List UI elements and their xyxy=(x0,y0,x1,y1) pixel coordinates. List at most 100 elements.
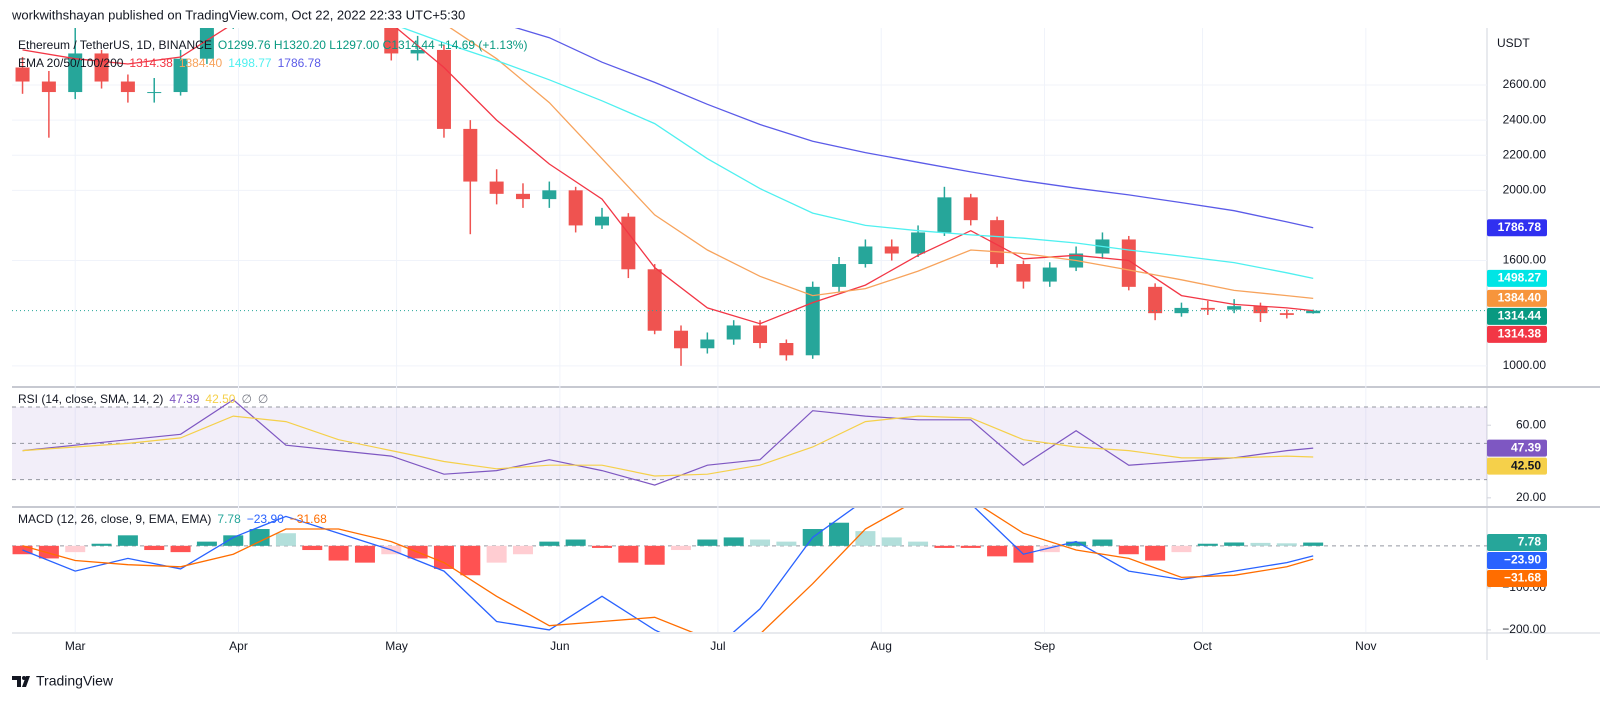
macd-histogram-bar xyxy=(1145,545,1166,561)
macd-histogram-bar xyxy=(908,541,929,546)
indicator-value: 1384.40 xyxy=(179,56,223,70)
macd-histogram-bar xyxy=(829,522,850,546)
candle-body xyxy=(1016,264,1031,282)
price-label: 1498.27 xyxy=(1498,271,1542,285)
candle-body xyxy=(700,339,715,349)
candle-body xyxy=(595,216,609,226)
price-label-box xyxy=(1487,307,1547,325)
indicator-value: ∅ xyxy=(258,392,268,406)
candle-body xyxy=(858,246,873,265)
candle-body xyxy=(963,197,978,221)
x-tick-label: Sep xyxy=(1034,639,1056,653)
candle-body xyxy=(1279,313,1294,315)
indicator-line xyxy=(514,28,1314,229)
macd-histogram-bar xyxy=(618,545,639,563)
candle-body xyxy=(1253,306,1268,314)
macd-histogram-bar xyxy=(592,545,612,548)
indicator-line xyxy=(401,28,1314,280)
indicator-value: 7.78 xyxy=(217,512,241,526)
price-unit: USDT xyxy=(1497,36,1530,50)
macd-histogram-bar xyxy=(354,545,375,563)
macd-histogram-bar xyxy=(1092,539,1113,546)
macd-histogram-bar xyxy=(144,545,165,551)
macd-histogram-bar xyxy=(1066,541,1087,546)
pane-candlestick xyxy=(12,28,1487,366)
indicator-name: MACD (12, 26, close, 9, EMA, EMA) xyxy=(18,512,211,526)
macd-histogram-bar xyxy=(539,541,560,546)
candle-body xyxy=(1306,310,1321,314)
x-tick-label: Oct xyxy=(1193,639,1212,653)
macd-histogram-bar xyxy=(723,537,744,546)
macd-histogram-bar xyxy=(934,545,955,548)
publish-header: workwithshayan published on TradingView.… xyxy=(11,7,465,22)
macd-histogram-bar xyxy=(776,541,797,546)
macd-histogram-bar xyxy=(1197,543,1218,546)
macd-histogram-bar xyxy=(170,545,191,553)
indicator-value: −23.90 xyxy=(247,512,284,526)
candle-body xyxy=(410,49,425,54)
indicator-value: ∅ xyxy=(241,392,251,406)
legend-indicator: RSI (14, close, SMA, 14, 2) 47.39 42.50 ∅ ∅ xyxy=(18,392,268,406)
macd-histogram-bar xyxy=(750,539,771,546)
price-label-box xyxy=(1487,325,1547,343)
footer-brand: TradingView xyxy=(36,673,114,689)
candle-body xyxy=(41,81,56,93)
y-tick-label: 2600.00 xyxy=(1503,77,1547,91)
indicator-value: 1314.38 xyxy=(129,56,173,70)
price-label-box xyxy=(1487,289,1547,307)
y-tick-label: 60.00 xyxy=(1516,417,1546,431)
candle-body xyxy=(1148,286,1163,314)
candle-body xyxy=(805,286,820,356)
y-tick-label: 2200.00 xyxy=(1503,147,1547,161)
macd-histogram-bar xyxy=(328,545,349,561)
candle-body xyxy=(621,216,636,270)
candle-body xyxy=(1227,306,1242,310)
macd-histogram-bar xyxy=(855,531,876,546)
indicator-name: EMA 20/50/100/200 xyxy=(18,56,124,70)
legend-title: Ethereum / TetherUS, 1D, BINANCE O1299.76… xyxy=(18,38,527,52)
indicator-line xyxy=(22,508,1314,632)
price-label-box xyxy=(1487,552,1547,570)
macd-histogram-bar xyxy=(1250,542,1271,546)
candle-body xyxy=(515,193,530,200)
price-label-box xyxy=(1487,457,1547,475)
macd-histogram-bar xyxy=(249,529,270,546)
candle-body xyxy=(990,220,1005,265)
macd-histogram-bar xyxy=(65,545,86,553)
candle-body xyxy=(173,58,188,93)
price-label: 1786.78 xyxy=(1498,220,1542,234)
macd-histogram-bar xyxy=(697,539,718,546)
macd-histogram-bar xyxy=(881,537,902,546)
x-tick-label: Mar xyxy=(65,639,86,653)
macd-histogram-bar xyxy=(1171,545,1192,553)
candle-body xyxy=(753,325,768,344)
macd-histogram-bar xyxy=(1039,545,1060,553)
candle-body xyxy=(674,330,689,349)
indicator-line xyxy=(22,28,1314,325)
macd-histogram-bar xyxy=(460,545,481,576)
candle-body xyxy=(1200,307,1215,310)
y-tick-label: 2000.00 xyxy=(1503,183,1547,197)
tradingview-logo xyxy=(12,676,30,687)
candle-body xyxy=(779,343,794,356)
price-label: 1314.44 xyxy=(1498,309,1542,323)
price-label: 1314.38 xyxy=(1498,327,1542,341)
price-label-box xyxy=(1487,269,1547,287)
macd-histogram-bar xyxy=(486,545,507,563)
macd-histogram-bar xyxy=(565,539,586,546)
price-label-box xyxy=(1487,219,1547,237)
indicator-line xyxy=(449,28,1314,300)
x-tick-label: May xyxy=(385,639,408,653)
ohlc-values: O1299.76 H1320.20 L1297.00 C1314.44 +14.… xyxy=(218,38,528,52)
candle-body xyxy=(884,246,899,254)
candle-body xyxy=(489,181,504,194)
indicator-value: −31.68 xyxy=(290,512,327,526)
price-label: 42.50 xyxy=(1511,458,1541,472)
macd-histogram-bar xyxy=(91,543,112,546)
candle-body xyxy=(832,264,847,287)
macd-histogram-bar xyxy=(644,545,665,565)
macd-histogram-bar xyxy=(1118,545,1139,555)
price-label: 7.78 xyxy=(1518,535,1542,549)
